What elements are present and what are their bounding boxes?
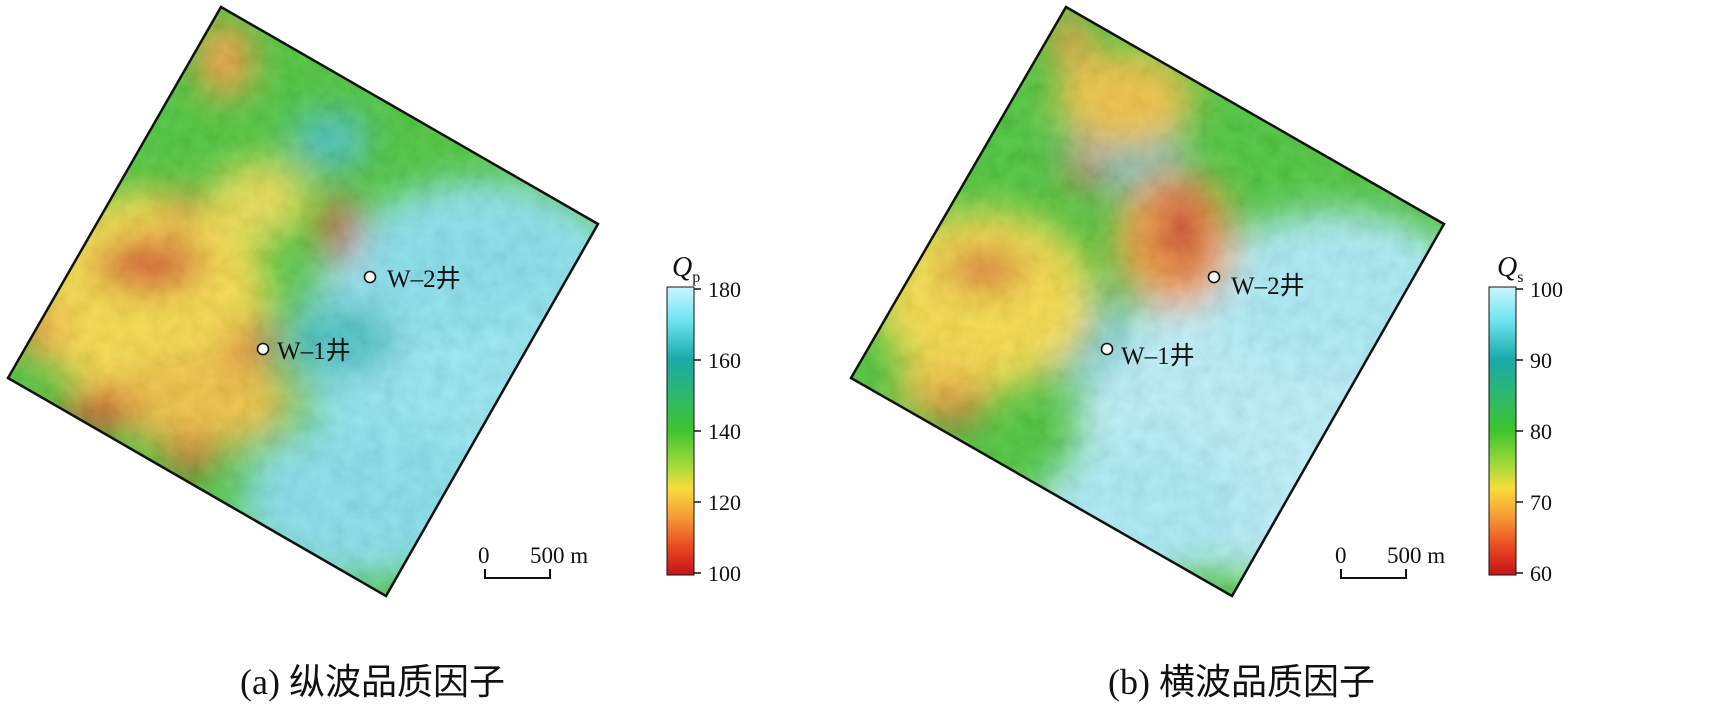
well-w1[interactable]: W–1井 <box>256 337 351 365</box>
panel-a-caption: (a) 纵波品质因子 <box>240 662 505 702</box>
qs-colorbar: Qs 100 90 80 70 60 <box>1488 252 1563 586</box>
well-label: W–2井 <box>387 265 461 293</box>
well-w2[interactable]: W–2井 <box>363 265 461 293</box>
qs-raster <box>851 7 1444 596</box>
colorbar-title: Qs <box>1497 252 1523 286</box>
scale-start-label: 0 <box>478 543 490 568</box>
qs-map-figure: W–2井 W–1井 0 500 m Qs 100 90 80 <box>849 5 1563 598</box>
colorbar-tick-label: 180 <box>708 277 741 302</box>
survey-boundary <box>849 5 1446 598</box>
colorbar-tick-label: 80 <box>1530 419 1552 444</box>
qp-raster <box>8 7 598 596</box>
colorbar-tick-label: 160 <box>708 348 741 373</box>
well-label: W–2井 <box>1231 272 1305 300</box>
qp-colorbar: Qp 180 160 140 120 100 <box>666 252 741 586</box>
scale-bar: 0 500 m <box>1335 543 1445 579</box>
scale-bar: 0 500 m <box>478 543 588 579</box>
circle-well-icon <box>363 270 377 284</box>
colorbar-tick-label: 140 <box>708 419 741 444</box>
well-w1[interactable]: W–1井 <box>1100 342 1195 370</box>
colorbar-tick-label: 90 <box>1530 348 1552 373</box>
well-w2[interactable]: W–2井 <box>1207 270 1305 301</box>
circle-well-icon <box>1207 270 1221 284</box>
panel-b-qs-map: W–2井 W–1井 0 500 m Qs 100 90 80 <box>849 0 1730 706</box>
circle-well-icon <box>256 342 270 356</box>
panel-b-caption: (b) 横波品质因子 <box>1108 662 1375 702</box>
colorbar-tick-label: 100 <box>708 561 741 586</box>
scale-end-label: 500 m <box>1387 543 1445 568</box>
colorbar-title: Qp <box>672 252 700 286</box>
circle-well-icon <box>1100 342 1114 356</box>
panel-a-qp-map: W–2井 W–1井 0 500 m Qp 180 160 140 <box>6 5 741 702</box>
colorbar-tick-label: 100 <box>1530 277 1563 302</box>
colorbar-tick-label: 70 <box>1530 490 1552 515</box>
scale-start-label: 0 <box>1335 543 1347 568</box>
well-label: W–1井 <box>1121 342 1195 370</box>
survey-boundary <box>6 5 600 598</box>
well-label: W–1井 <box>277 337 351 365</box>
qp-map-figure: W–2井 W–1井 0 500 m Qp 180 160 140 <box>6 5 741 598</box>
colorbar-tick-label: 60 <box>1530 561 1552 586</box>
colorbar-tick-label: 120 <box>708 490 741 515</box>
scale-end-label: 500 m <box>530 543 588 568</box>
